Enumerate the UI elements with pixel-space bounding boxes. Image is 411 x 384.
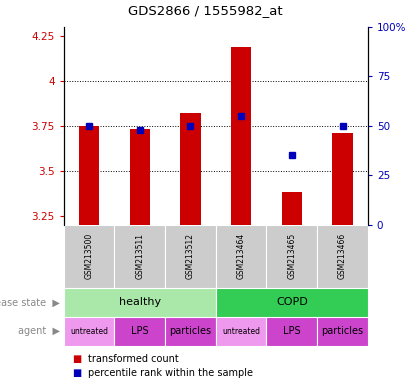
Bar <box>64 317 114 346</box>
Bar <box>79 126 99 225</box>
Text: disease state  ▶: disease state ▶ <box>0 297 60 308</box>
Text: particles: particles <box>169 326 212 336</box>
Bar <box>114 225 165 288</box>
Text: percentile rank within the sample: percentile rank within the sample <box>88 368 253 378</box>
Bar <box>64 288 216 317</box>
Bar <box>266 317 317 346</box>
Text: GSM213500: GSM213500 <box>85 233 94 280</box>
Text: GSM213466: GSM213466 <box>338 233 347 280</box>
Bar <box>282 192 302 225</box>
Bar <box>180 113 201 225</box>
Text: healthy: healthy <box>119 297 161 308</box>
Text: COPD: COPD <box>276 297 308 308</box>
Text: GSM213512: GSM213512 <box>186 233 195 279</box>
Bar <box>216 317 266 346</box>
Bar <box>216 288 368 317</box>
Bar <box>165 317 216 346</box>
Text: ■: ■ <box>72 368 81 378</box>
Bar <box>231 46 251 225</box>
Text: GSM213464: GSM213464 <box>237 233 246 280</box>
Bar <box>266 225 317 288</box>
Bar <box>216 225 266 288</box>
Bar <box>317 317 368 346</box>
Bar <box>129 129 150 225</box>
Bar <box>332 133 353 225</box>
Text: agent  ▶: agent ▶ <box>18 326 60 336</box>
Text: untreated: untreated <box>222 327 260 336</box>
Bar <box>64 225 114 288</box>
Text: LPS: LPS <box>283 326 300 336</box>
Bar <box>165 225 216 288</box>
Text: ■: ■ <box>72 354 81 364</box>
Text: LPS: LPS <box>131 326 148 336</box>
Text: untreated: untreated <box>70 327 108 336</box>
Text: particles: particles <box>321 326 364 336</box>
Bar <box>114 317 165 346</box>
Bar <box>317 225 368 288</box>
Text: GSM213465: GSM213465 <box>287 233 296 280</box>
Text: GSM213511: GSM213511 <box>135 233 144 279</box>
Text: GDS2866 / 1555982_at: GDS2866 / 1555982_at <box>128 4 283 17</box>
Text: transformed count: transformed count <box>88 354 179 364</box>
